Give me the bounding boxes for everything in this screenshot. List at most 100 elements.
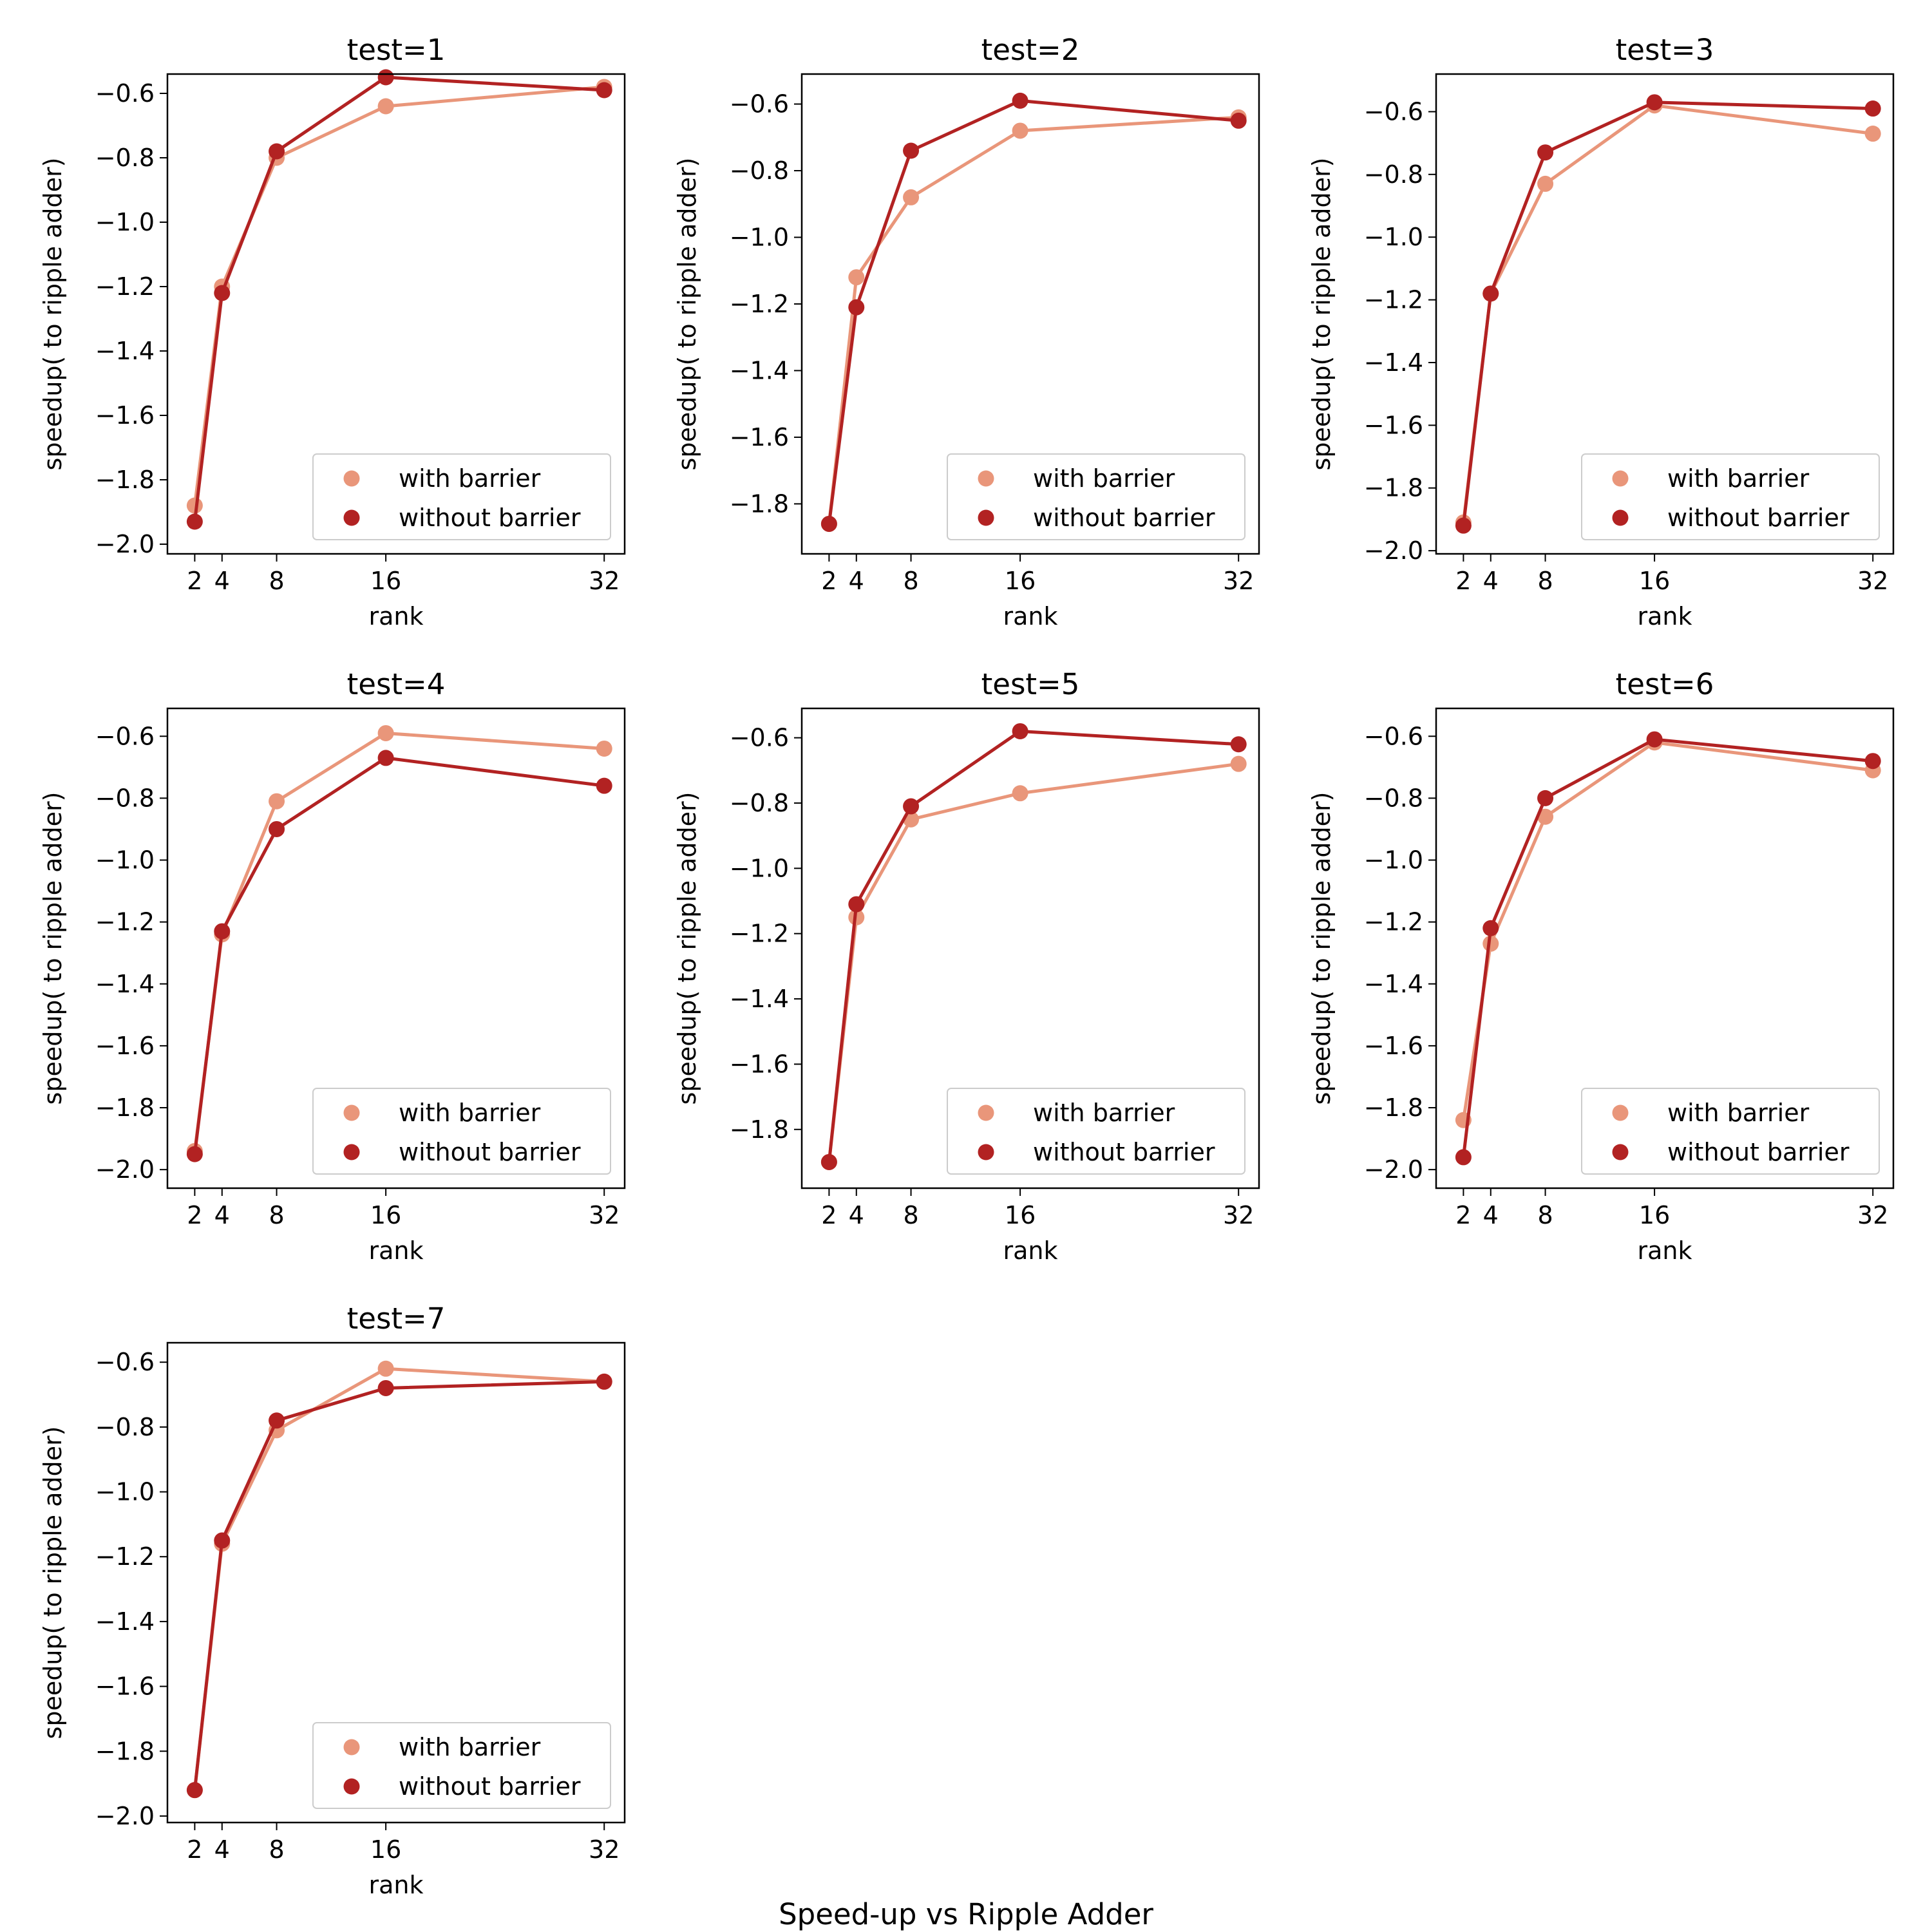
y-tick-label: −1.6: [95, 1672, 155, 1701]
x-axis-label: rank: [1638, 602, 1692, 630]
legend: with barrier without barrier: [1581, 1088, 1880, 1175]
y-tick-label: −0.8: [730, 156, 789, 185]
legend-box: [947, 453, 1245, 540]
x-tick-label: 2: [821, 567, 837, 595]
data-point: [1012, 92, 1028, 109]
y-tick-label: −0.8: [1364, 784, 1423, 812]
x-tick-label: 4: [849, 567, 864, 595]
data-point: [1230, 736, 1247, 753]
y-tick-label: −0.6: [730, 90, 789, 118]
y-tick-label: −0.8: [95, 144, 155, 172]
x-tick-label: 16: [1639, 1201, 1670, 1229]
legend-label: without barrier: [1033, 1138, 1215, 1166]
panel-title: test=1: [347, 33, 446, 67]
panel-title: test=2: [981, 33, 1080, 67]
y-axis-label: speedup( to ripple adder): [1307, 158, 1336, 471]
y-tick-label: −1.0: [95, 1478, 155, 1506]
data-point: [820, 515, 837, 532]
y-tick-label: −1.8: [95, 466, 155, 494]
panels: test=1−2.0−1.8−1.6−1.4−1.2−1.0−0.8−0.62 4…: [39, 33, 1895, 1899]
x-tick-label: 4: [1483, 567, 1499, 595]
y-tick-label: −1.8: [730, 489, 789, 518]
data-point: [596, 1373, 612, 1390]
y-tick-label: −1.0: [730, 854, 789, 882]
series-with-barrier: [186, 79, 612, 514]
y-tick-label: −1.6: [730, 1050, 789, 1078]
data-point: [1537, 144, 1554, 161]
data-point: [1864, 753, 1881, 770]
series-without-barrier: [186, 1373, 612, 1799]
x-tick-label: 32: [1223, 567, 1254, 595]
data-point: [377, 1360, 394, 1377]
y-tick-label: −0.6: [1364, 722, 1423, 750]
panel-test-4: test=4 −2.0 −1.8 −1.6 −1.4 −1.2 −1.0 −0.8 −0.6 2 4…: [39, 667, 626, 1265]
legend-label: with barrier: [1667, 1099, 1810, 1127]
data-point: [377, 69, 394, 86]
series-without-barrier: [1455, 94, 1881, 534]
data-point: [596, 777, 612, 794]
plot-frame: [166, 707, 626, 1189]
y-tick-label: −2.0: [1364, 1155, 1423, 1184]
x-tick-label: 32: [589, 1201, 620, 1229]
data-point: [214, 923, 231, 940]
y-tick-label: −1.8: [95, 1737, 155, 1765]
y-tick-label: −1.6: [95, 401, 155, 430]
x-tick-label: 8: [1537, 1201, 1553, 1229]
y-tick-label: −0.8: [730, 789, 789, 817]
y-tick-label: −1.6: [730, 423, 789, 451]
plot-frame: [1435, 707, 1895, 1189]
data-point: [1230, 755, 1247, 772]
data-point: [1646, 731, 1663, 748]
x-tick-label: 8: [903, 567, 918, 595]
x-tick-label: 4: [214, 1835, 230, 1864]
data-point: [269, 793, 285, 810]
data-point: [596, 740, 612, 757]
y-tick-label: −1.8: [1364, 474, 1423, 502]
y-tick-label: −1.2: [730, 290, 789, 318]
y-tick-label: −2.0: [95, 530, 155, 558]
series-with-barrier: [1455, 734, 1881, 1128]
y-tick-label: −1.2: [1364, 908, 1423, 936]
x-tick-label: 16: [1005, 567, 1036, 595]
plot-frame: [800, 707, 1260, 1189]
y-tick-label: −0.8: [95, 784, 155, 812]
legend-marker: [343, 1144, 360, 1160]
data-point: [1455, 1149, 1472, 1166]
plot-frame: [166, 73, 626, 555]
panel-test-1: test=1 −2.0 −1.8 −1.6 −1.4 −1.2 −1.0 −0.8 −0.6 2 4…: [39, 33, 626, 630]
data-point: [903, 798, 920, 815]
y-tick-label: −1.2: [1364, 286, 1423, 314]
panel-title: test=3: [1616, 33, 1714, 67]
figure-suptitle: Speed-up vs Ripple Adder: [779, 1897, 1153, 1931]
x-axis-label: rank: [369, 602, 424, 630]
legend-label: with barrier: [399, 464, 541, 493]
data-point: [186, 1782, 203, 1799]
x-tick-label: 2: [187, 1201, 202, 1229]
data-point: [186, 513, 203, 530]
data-point: [848, 896, 865, 913]
legend-box: [947, 1088, 1245, 1175]
panel-title: test=7: [347, 1302, 446, 1336]
data-point: [903, 189, 920, 205]
legend-box: [312, 1722, 611, 1809]
data-point: [1537, 808, 1554, 825]
x-tick-label: 8: [903, 1201, 918, 1229]
legend: with barrier without barrier: [312, 1722, 611, 1809]
y-tick-label: −1.4: [730, 985, 789, 1013]
x-axis-label: rank: [369, 1236, 424, 1265]
data-point: [1230, 112, 1247, 129]
legend: with barrier without barrier: [947, 453, 1245, 540]
y-tick-label: −0.6: [95, 722, 155, 750]
legend-label: with barrier: [399, 1099, 541, 1127]
x-tick-label: 2: [1455, 1201, 1471, 1229]
legend-marker: [978, 1144, 994, 1160]
x-tick-label: 8: [269, 1201, 284, 1229]
y-tick-label: −0.6: [95, 79, 155, 108]
x-tick-label: 8: [1537, 567, 1553, 595]
y-tick-label: −1.2: [95, 272, 155, 301]
x-tick-label: 16: [370, 1201, 401, 1229]
legend-box: [1581, 1088, 1880, 1175]
legend-label: without barrier: [399, 504, 581, 532]
legend-marker: [343, 1739, 360, 1756]
data-point: [377, 724, 394, 741]
